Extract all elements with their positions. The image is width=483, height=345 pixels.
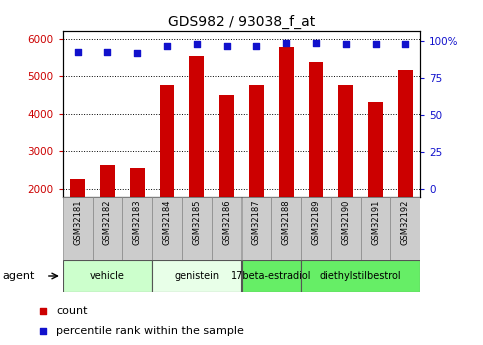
Bar bbox=[279, 47, 294, 264]
Bar bbox=[212, 197, 242, 260]
Bar bbox=[189, 56, 204, 264]
Text: GSM32183: GSM32183 bbox=[133, 200, 142, 245]
Text: agent: agent bbox=[2, 271, 35, 281]
Bar bbox=[219, 96, 234, 264]
Bar bbox=[398, 70, 413, 264]
Text: 17beta-estradiol: 17beta-estradiol bbox=[231, 271, 312, 281]
Bar bbox=[70, 179, 85, 264]
Point bbox=[401, 42, 409, 47]
Bar bbox=[338, 85, 353, 264]
Point bbox=[282, 40, 290, 46]
Bar bbox=[331, 197, 361, 260]
Text: diethylstilbestrol: diethylstilbestrol bbox=[320, 271, 401, 281]
Text: GSM32185: GSM32185 bbox=[192, 200, 201, 245]
Text: GSM32192: GSM32192 bbox=[401, 200, 410, 245]
Bar bbox=[249, 85, 264, 264]
Bar bbox=[100, 165, 115, 264]
Text: GSM32188: GSM32188 bbox=[282, 200, 291, 245]
Bar bbox=[368, 102, 383, 264]
Title: GDS982 / 93038_f_at: GDS982 / 93038_f_at bbox=[168, 14, 315, 29]
Bar bbox=[63, 260, 152, 292]
Bar bbox=[271, 197, 301, 260]
Point bbox=[312, 40, 320, 46]
Text: count: count bbox=[57, 306, 88, 316]
Point bbox=[74, 49, 82, 55]
Point bbox=[342, 42, 350, 47]
Bar bbox=[63, 197, 93, 260]
Text: GSM32182: GSM32182 bbox=[103, 200, 112, 245]
Bar bbox=[242, 260, 301, 292]
Point bbox=[372, 42, 380, 47]
Text: GSM32186: GSM32186 bbox=[222, 200, 231, 245]
Bar bbox=[309, 61, 324, 264]
Text: percentile rank within the sample: percentile rank within the sample bbox=[57, 326, 244, 336]
Bar bbox=[301, 197, 331, 260]
Bar bbox=[152, 260, 242, 292]
Bar bbox=[182, 197, 212, 260]
Point bbox=[133, 50, 141, 56]
Point bbox=[163, 43, 171, 49]
Bar bbox=[130, 168, 145, 264]
Text: GSM32181: GSM32181 bbox=[73, 200, 82, 245]
Text: GSM32190: GSM32190 bbox=[341, 200, 350, 245]
Point bbox=[223, 43, 230, 49]
Text: GSM32187: GSM32187 bbox=[252, 200, 261, 245]
Point bbox=[286, 68, 294, 73]
Point bbox=[286, 254, 294, 260]
Bar bbox=[159, 85, 174, 264]
Text: GSM32189: GSM32189 bbox=[312, 200, 320, 245]
Bar bbox=[93, 197, 122, 260]
Bar bbox=[242, 197, 271, 260]
Bar bbox=[122, 197, 152, 260]
Bar bbox=[301, 260, 420, 292]
Text: GSM32191: GSM32191 bbox=[371, 200, 380, 245]
Text: genistein: genistein bbox=[174, 271, 219, 281]
Point bbox=[193, 42, 201, 47]
Point bbox=[104, 49, 112, 55]
Bar bbox=[361, 197, 390, 260]
Text: vehicle: vehicle bbox=[90, 271, 125, 281]
Bar bbox=[390, 197, 420, 260]
Text: GSM32184: GSM32184 bbox=[163, 200, 171, 245]
Point bbox=[253, 43, 260, 49]
Bar bbox=[152, 197, 182, 260]
